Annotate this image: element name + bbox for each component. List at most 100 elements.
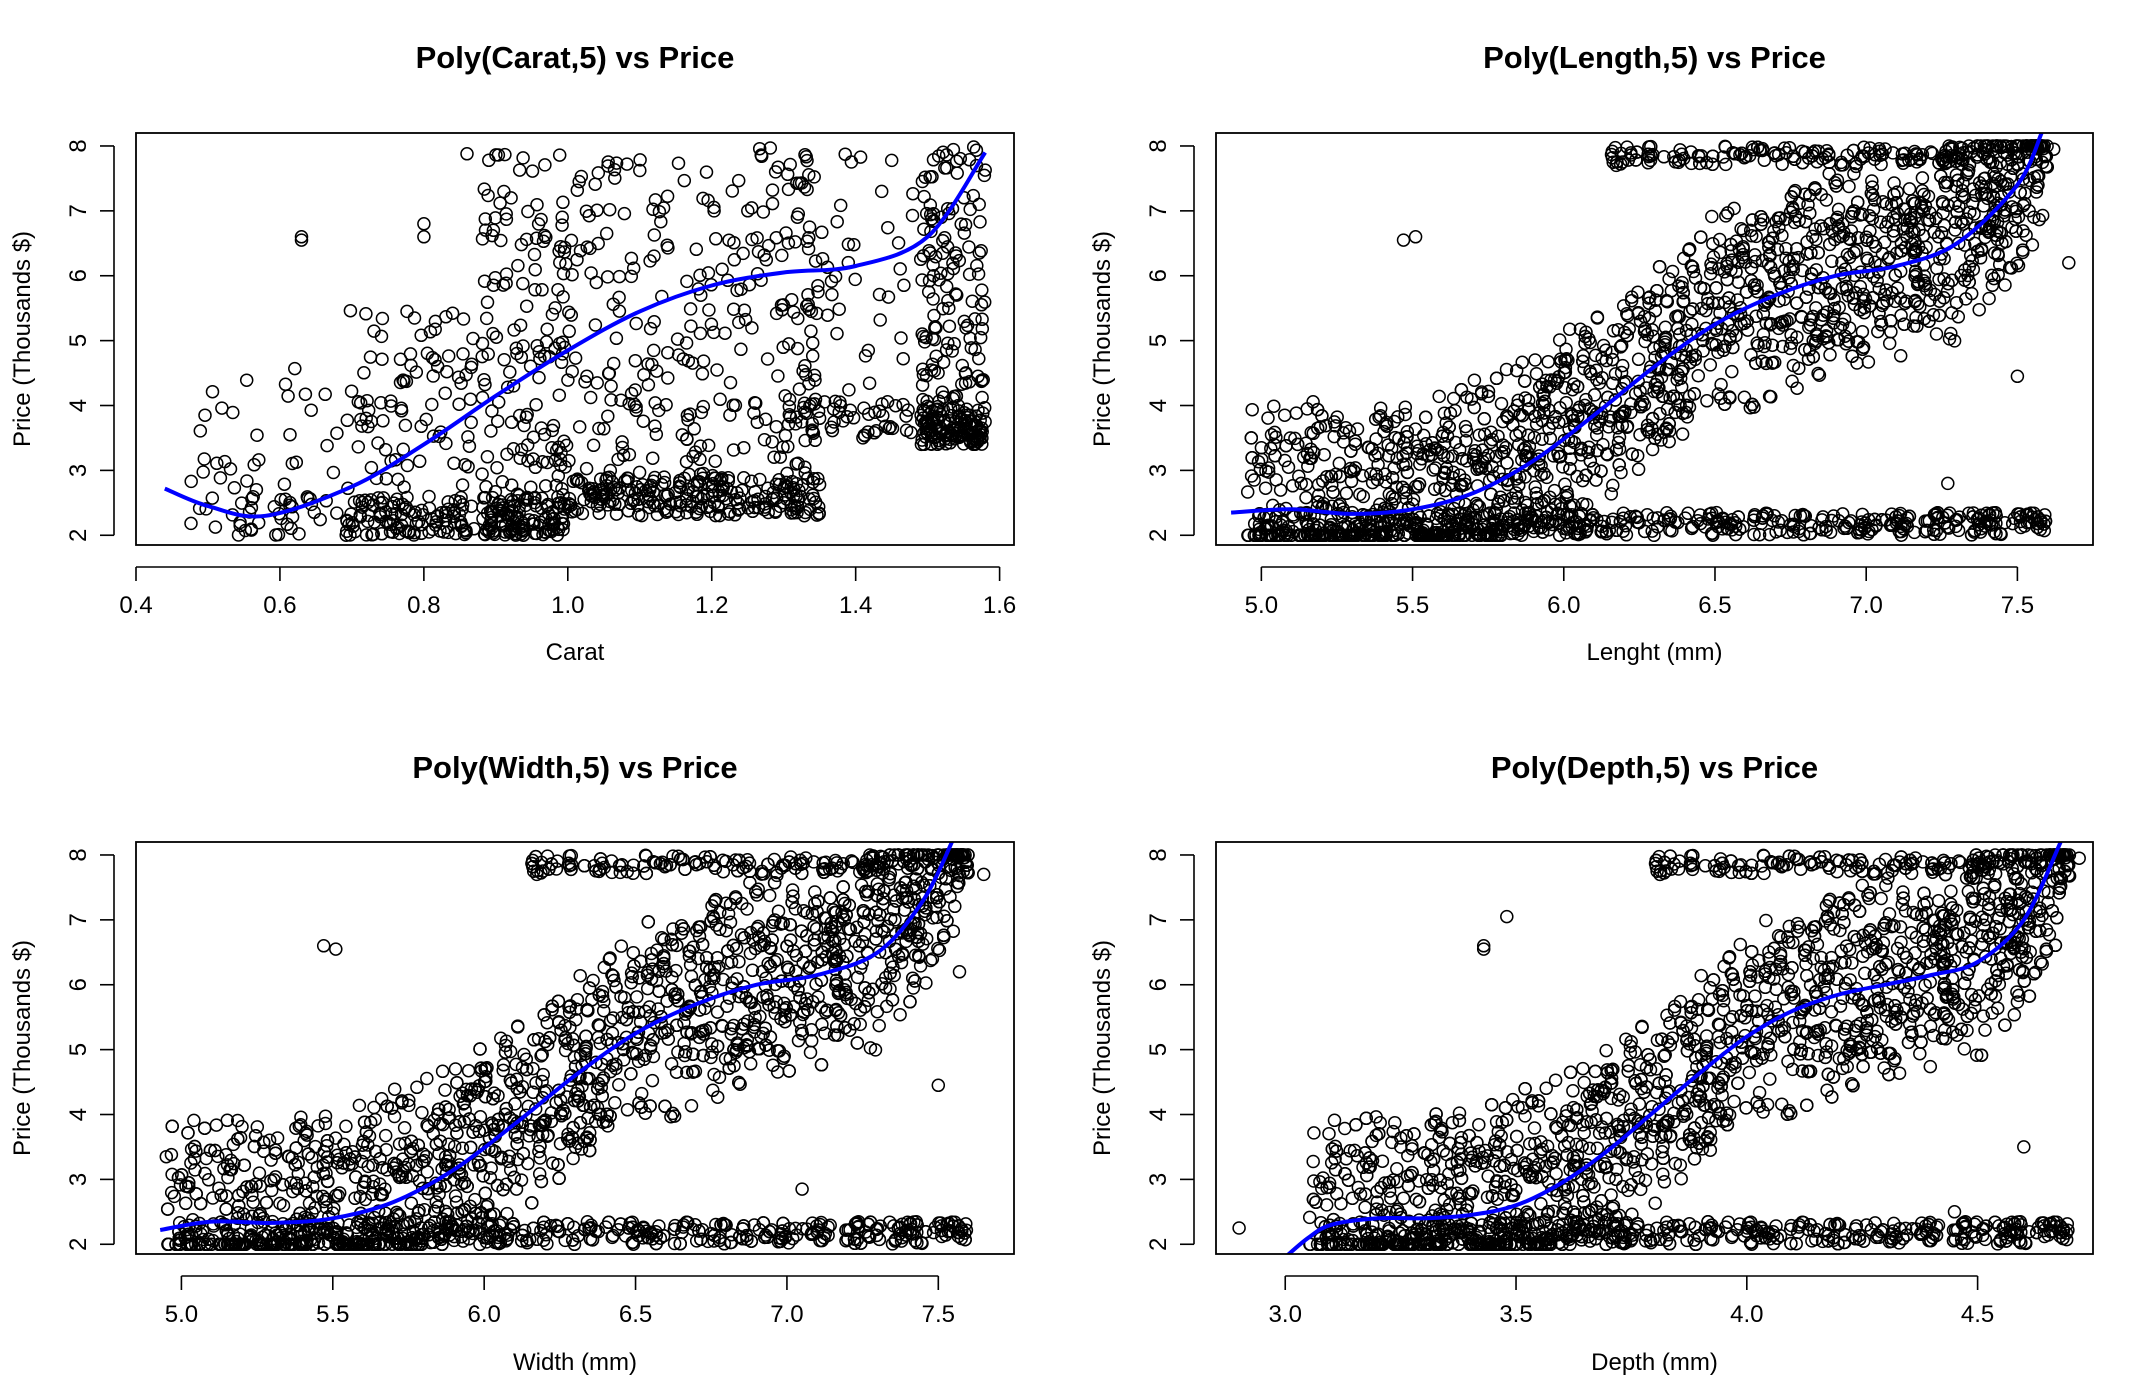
- data-point: [1750, 140, 1765, 154]
- data-point: [789, 476, 804, 491]
- data-point: [1472, 528, 1486, 543]
- data-point: [400, 304, 414, 319]
- data-point: [1862, 208, 1877, 223]
- data-point: [1716, 511, 1730, 525]
- data-point: [1765, 356, 1780, 370]
- data-point: [1339, 528, 1353, 543]
- data-point: [1706, 149, 1720, 163]
- data-point: [708, 508, 723, 523]
- data-point: [1631, 285, 1645, 299]
- x-tick-label: 1.6: [983, 592, 1016, 619]
- data-point: [1725, 324, 1740, 338]
- data-point: [484, 424, 498, 438]
- data-point: [1749, 356, 1763, 370]
- data-point: [1641, 156, 1655, 170]
- data-point: [1854, 523, 1869, 537]
- data-point: [1281, 460, 1296, 474]
- data-point: [1668, 155, 1683, 169]
- data-point: [1853, 152, 1868, 166]
- data-point: [721, 907, 736, 921]
- data-point: [562, 305, 576, 320]
- data-point: [1311, 495, 1325, 509]
- data-point: [1795, 155, 1810, 170]
- data-point: [1968, 221, 1982, 235]
- plot-area-frame: [135, 132, 1015, 546]
- data-point: [881, 290, 896, 304]
- data-point: [675, 428, 690, 442]
- data-point: [641, 378, 656, 392]
- data-point: [676, 352, 691, 366]
- data-point: [781, 236, 796, 250]
- data-point: [1240, 485, 1255, 499]
- data-point: [748, 395, 762, 410]
- data-point: [1615, 358, 1630, 373]
- data-point: [485, 228, 499, 243]
- data-point: [592, 421, 606, 436]
- data-point: [527, 495, 542, 510]
- x-tick-label: 7.5: [922, 1301, 955, 1328]
- chart-title: Poly(Carat,5) vs Price: [416, 40, 735, 75]
- data-point: [684, 319, 698, 333]
- data-point: [503, 365, 517, 379]
- data-point: [1489, 503, 1503, 517]
- data-point: [247, 458, 261, 472]
- data-point: [504, 523, 519, 538]
- data-point: [1770, 242, 1785, 257]
- data-point: [1370, 508, 1385, 523]
- data-point: [1578, 329, 1592, 344]
- data-point: [1640, 327, 1655, 342]
- data-point: [779, 226, 793, 240]
- data-point: [744, 201, 759, 215]
- data-point: [716, 488, 730, 503]
- data-point: [531, 217, 546, 231]
- data-point: [583, 390, 598, 405]
- data-point: [1443, 406, 1458, 421]
- data-point: [1590, 310, 1605, 324]
- data-point: [648, 396, 662, 410]
- data-point: [460, 147, 474, 161]
- data-point: [798, 147, 812, 162]
- data-point: [1753, 143, 1767, 157]
- data-point: [205, 491, 220, 505]
- data-point: [971, 267, 986, 281]
- data-point: [1910, 277, 1925, 292]
- y-tick-label: 7: [65, 204, 92, 217]
- data-point: [535, 455, 550, 469]
- data-point: [1986, 139, 2000, 153]
- data-point: [654, 214, 668, 229]
- data-point: [1839, 279, 1853, 294]
- data-point: [1662, 417, 1676, 431]
- data-point: [1922, 213, 1937, 228]
- data-point: [946, 391, 960, 406]
- data-point: [1650, 283, 1664, 298]
- data-point: [1666, 389, 1681, 403]
- data-point: [1528, 409, 1542, 424]
- data-point: [1790, 381, 1804, 395]
- data-point: [972, 351, 986, 366]
- data-point: [521, 204, 535, 219]
- data-point: [1803, 318, 1818, 332]
- data-point: [486, 223, 501, 238]
- data-point: [1784, 336, 1799, 350]
- data-point: [441, 349, 456, 363]
- data-point: [1685, 349, 1699, 364]
- data-point: [1553, 449, 1568, 464]
- data-point: [714, 472, 729, 487]
- data-point: [570, 252, 584, 267]
- data-point: [1381, 438, 1395, 452]
- data-point: [2023, 154, 2037, 169]
- data-point: [516, 276, 530, 291]
- data-point: [1905, 194, 1920, 208]
- data-point: [1758, 335, 1772, 350]
- data-point: [867, 426, 882, 440]
- data-point: [1539, 510, 1553, 525]
- data-point: [1982, 291, 1996, 306]
- data-point: [614, 393, 628, 407]
- data-point: [358, 493, 372, 508]
- data-point: [391, 472, 405, 487]
- data-point: [1440, 429, 1455, 443]
- data-point: [624, 386, 639, 401]
- data-point: [1906, 319, 1921, 333]
- data-point: [1845, 349, 1859, 363]
